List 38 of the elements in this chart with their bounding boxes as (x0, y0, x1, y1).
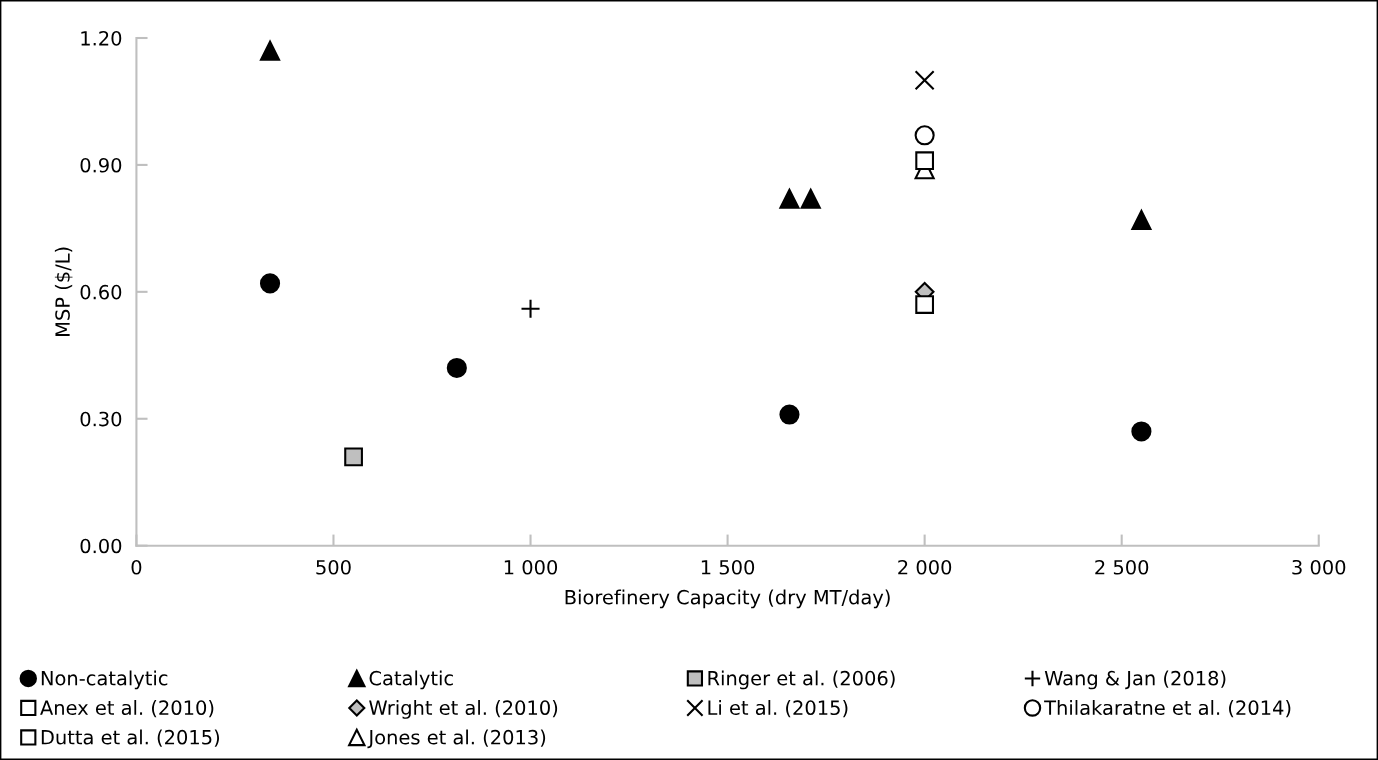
point (446, 357, 467, 379)
legend-label: Li et al. (2015) (708, 700, 848, 718)
y-tick-label: 1.20 (81, 30, 122, 46)
x-tick-label: 1 500 (701, 559, 755, 575)
legend-label: Thilakaratne et al. (2014) (1044, 700, 1291, 718)
point (779, 404, 800, 425)
legend-label: Anex et al. (2010) (40, 700, 214, 718)
x-tick-label: 500 (316, 559, 351, 575)
legend-label: Wang & Jan (2018) (1044, 670, 1226, 690)
point (259, 273, 281, 294)
point (914, 70, 935, 91)
y-tick-label: 0.30 (80, 411, 122, 427)
x-tick-label: 1 000 (504, 559, 558, 575)
y-tick-label: 0.00 (80, 538, 122, 554)
point (915, 295, 935, 314)
x-tick-label: 2 000 (898, 559, 952, 575)
x-tick-label: 0 (131, 559, 142, 575)
legend-label: Catalytic (369, 670, 453, 690)
x-axis-title: Biorefinery Capacity (dry MT/day) (565, 589, 890, 609)
y-tick-label: 0.90 (80, 157, 122, 173)
point (779, 188, 800, 209)
x-tick-label: 2 500 (1095, 559, 1149, 575)
legend-label: Wright et al. (2010) (369, 700, 558, 719)
point (1131, 209, 1152, 230)
y-axis-title: MSP ($/L) (54, 247, 73, 336)
point (1131, 421, 1152, 442)
point (800, 188, 821, 209)
point (915, 151, 935, 171)
point (344, 447, 363, 467)
y-tick-label: 0.60 (80, 284, 122, 300)
legend-label: Ringer et al. (2006) (708, 670, 895, 690)
point (914, 125, 935, 146)
point (259, 40, 281, 61)
legend-label: Jones et al. (2013) (367, 729, 546, 749)
point (520, 298, 541, 319)
legend-label: Dutta et al. (2015) (41, 729, 220, 747)
legend-label: Non-catalytic (41, 670, 168, 690)
x-tick-label: 3 000 (1292, 559, 1346, 575)
